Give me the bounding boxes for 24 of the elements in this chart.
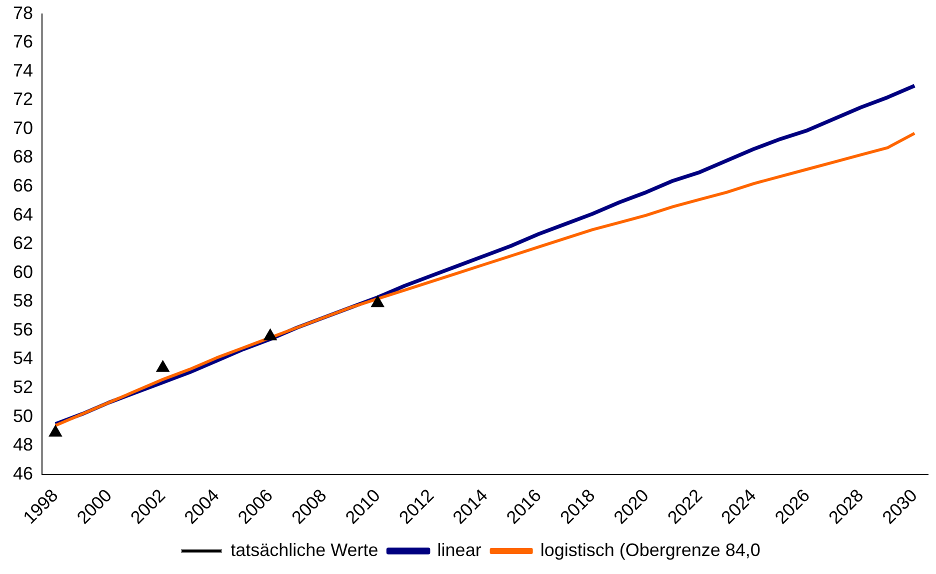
y-tick-label: 46: [12, 463, 34, 484]
y-tick-label: 58: [12, 290, 34, 311]
y-tick-label: 54: [12, 348, 34, 368]
y-tick-label: 56: [12, 319, 34, 340]
y-tick-label: 50: [12, 406, 34, 426]
point: [371, 296, 384, 308]
y-tick-label: 48: [12, 434, 34, 455]
y-tick-label: 64: [12, 204, 34, 224]
y-tick-label: 76: [12, 32, 34, 52]
legend-label: linear: [437, 540, 482, 560]
y-tick-label: 66: [12, 176, 34, 196]
y-tick-label: 60: [12, 262, 34, 282]
y-tick-label: 72: [12, 89, 34, 110]
y-tick-label: 52: [12, 377, 34, 398]
point: [156, 360, 170, 372]
y-tick-label: 62: [12, 233, 34, 254]
legend-label: tatsächliche Werte: [230, 540, 378, 560]
point: [48, 425, 62, 437]
y-tick-label: 68: [12, 146, 34, 167]
y-tick-label: 70: [12, 118, 34, 138]
legend-label: logistisch (Obergrenze 84,0: [540, 540, 760, 560]
point: [264, 328, 277, 340]
y-tick-label: 78: [12, 2, 34, 23]
y-tick-label: 74: [12, 60, 34, 80]
